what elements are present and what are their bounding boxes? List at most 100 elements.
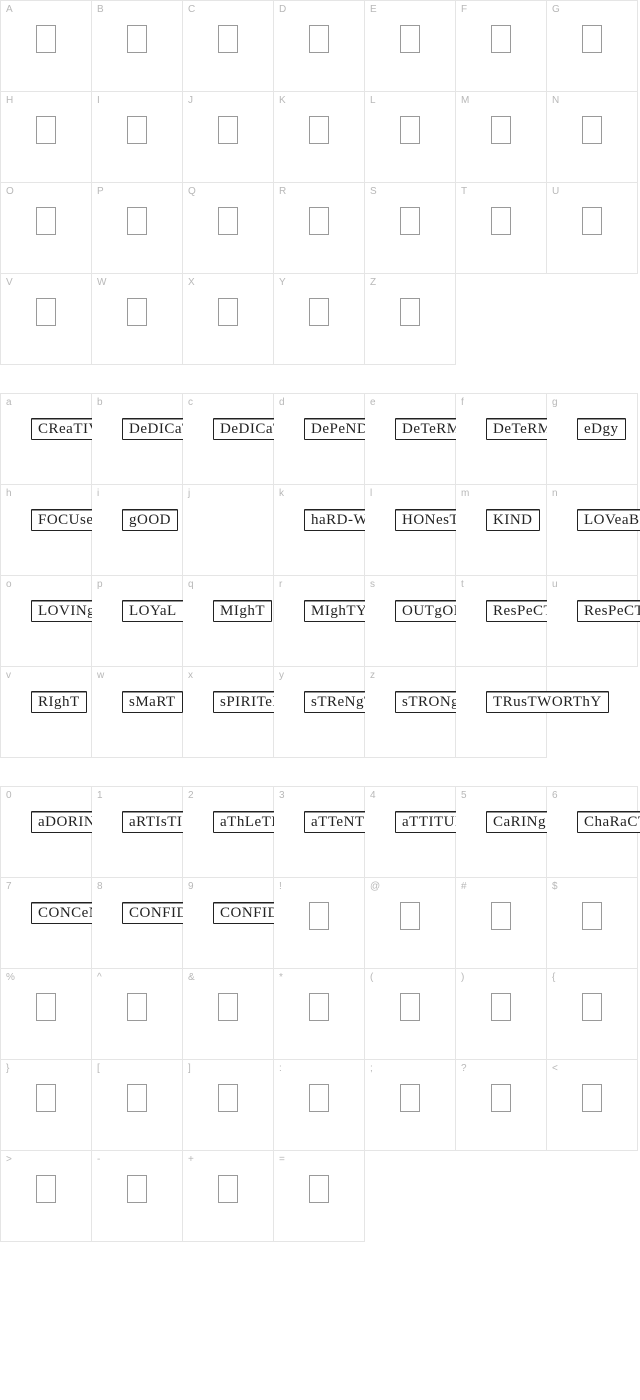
- charmap-cell[interactable]: H: [1, 92, 92, 183]
- charmap-cell[interactable]: 0aDORINg: [1, 787, 92, 878]
- charmap-cell[interactable]: A: [1, 1, 92, 92]
- charmap-cell[interactable]: 6ChaRaCTeR: [547, 787, 638, 878]
- charmap-cell[interactable]: V: [1, 274, 92, 365]
- charmap-cell[interactable]: $: [547, 878, 638, 969]
- charmap-cell[interactable]: =: [274, 1151, 365, 1242]
- charmap-cell[interactable]: W: [92, 274, 183, 365]
- charmap-cell[interactable]: 9CONFIDeNT: [183, 878, 274, 969]
- charmap-cell[interactable]: Z: [365, 274, 456, 365]
- charmap-cell[interactable]: TRusTWORThY: [456, 667, 547, 758]
- charmap-cell[interactable]: %: [1, 969, 92, 1060]
- charmap-cell[interactable]: R: [274, 183, 365, 274]
- charmap-cell[interactable]: zsTRONg: [365, 667, 456, 758]
- charmap-cell[interactable]: lHONesT: [365, 485, 456, 576]
- charmap-cell[interactable]: cDeDICaTION: [183, 394, 274, 485]
- charmap-cell[interactable]: Y: [274, 274, 365, 365]
- charmap-cell[interactable]: G: [547, 1, 638, 92]
- charmap-cell[interactable]: T: [456, 183, 547, 274]
- charmap-cell[interactable]: 7CONCeNTRaTION: [1, 878, 92, 969]
- charmap-cell[interactable]: bDeDICaTeD: [92, 394, 183, 485]
- charmap-cell[interactable]: ;: [365, 1060, 456, 1151]
- cell-label: d: [279, 397, 285, 408]
- glyph-word: LOVeaBLe: [577, 509, 640, 531]
- charmap-cell[interactable]: !: [274, 878, 365, 969]
- charmap-cell[interactable]: M: [456, 92, 547, 183]
- charmap-cell[interactable]: :: [274, 1060, 365, 1151]
- charmap-cell[interactable]: j: [183, 485, 274, 576]
- charmap-cell[interactable]: geDgy: [547, 394, 638, 485]
- charmap-cell[interactable]: (: [365, 969, 456, 1060]
- missing-glyph-icon: [309, 1175, 329, 1203]
- charmap-cell[interactable]: ]: [183, 1060, 274, 1151]
- charmap-cell[interactable]: X: [183, 274, 274, 365]
- charmap-section-lowercase: aCReaTIVebDeDICaTeDcDeDICaTIONdDePeNDaBL…: [0, 393, 638, 758]
- cell-label: ): [461, 972, 464, 983]
- charmap-cell[interactable]: 2aThLeTIC: [183, 787, 274, 878]
- charmap-cell[interactable]: ): [456, 969, 547, 1060]
- cell-label: A: [6, 4, 13, 15]
- charmap-cell[interactable]: xsPIRITeD: [183, 667, 274, 758]
- cell-label: O: [6, 186, 14, 197]
- charmap-cell[interactable]: K: [274, 92, 365, 183]
- charmap-cell[interactable]: uResPeCTFUL: [547, 576, 638, 667]
- charmap-cell[interactable]: 1aRTIsTIC: [92, 787, 183, 878]
- charmap-cell[interactable]: ysTReNgTh: [274, 667, 365, 758]
- charmap-cell[interactable]: +: [183, 1151, 274, 1242]
- missing-glyph-icon: [36, 298, 56, 326]
- missing-glyph-icon: [491, 207, 511, 235]
- charmap-cell[interactable]: 3aTTeNTIVe: [274, 787, 365, 878]
- charmap-cell[interactable]: rMIghTY: [274, 576, 365, 667]
- charmap-cell[interactable]: 4aTTITUDe: [365, 787, 456, 878]
- charmap-cell[interactable]: nLOVeaBLe: [547, 485, 638, 576]
- cell-label: Y: [279, 277, 286, 288]
- charmap-cell[interactable]: aCReaTIVe: [1, 394, 92, 485]
- charmap-cell[interactable]: E: [365, 1, 456, 92]
- charmap-cell[interactable]: pLOYaL: [92, 576, 183, 667]
- charmap-cell[interactable]: [: [92, 1060, 183, 1151]
- charmap-cell[interactable]: 8CONFIDeNCe: [92, 878, 183, 969]
- charmap-cell[interactable]: {: [547, 969, 638, 1060]
- charmap-cell[interactable]: -: [92, 1151, 183, 1242]
- charmap-cell[interactable]: igOOD: [92, 485, 183, 576]
- charmap-cell[interactable]: J: [183, 92, 274, 183]
- charmap-cell[interactable]: }: [1, 1060, 92, 1151]
- charmap-cell[interactable]: mKIND: [456, 485, 547, 576]
- charmap-cell[interactable]: B: [92, 1, 183, 92]
- charmap-cell[interactable]: *: [274, 969, 365, 1060]
- charmap-cell[interactable]: I: [92, 92, 183, 183]
- glyph-word: CaRINg: [486, 811, 553, 833]
- charmap-cell[interactable]: 5CaRINg: [456, 787, 547, 878]
- charmap-cell[interactable]: C: [183, 1, 274, 92]
- charmap-cell[interactable]: U: [547, 183, 638, 274]
- charmap-cell[interactable]: #: [456, 878, 547, 969]
- charmap-cell[interactable]: fDeTeRMININg: [456, 394, 547, 485]
- charmap-cell[interactable]: O: [1, 183, 92, 274]
- charmap-cell[interactable]: sOUTgOINg: [365, 576, 456, 667]
- charmap-cell[interactable]: wsMaRT: [92, 667, 183, 758]
- charmap-cell[interactable]: oLOVINg: [1, 576, 92, 667]
- charmap-cell[interactable]: ^: [92, 969, 183, 1060]
- charmap-cell[interactable]: qMIghT: [183, 576, 274, 667]
- charmap-cell[interactable]: ?: [456, 1060, 547, 1151]
- charmap-cell[interactable]: @: [365, 878, 456, 969]
- charmap-cell[interactable]: vRIghT: [1, 667, 92, 758]
- charmap-cell[interactable]: Q: [183, 183, 274, 274]
- charmap-cell[interactable]: khaRD-WORKINg: [274, 485, 365, 576]
- charmap-section-uppercase: A BCDEFG HIJKLMN O PQRSTU VWXY Z: [0, 0, 638, 365]
- charmap-cell[interactable]: dDePeNDaBLe: [274, 394, 365, 485]
- missing-glyph-icon: [309, 116, 329, 144]
- charmap-cell[interactable]: N: [547, 92, 638, 183]
- charmap-cell[interactable]: <: [547, 1060, 638, 1151]
- charmap-cell[interactable]: S: [365, 183, 456, 274]
- charmap-cell[interactable]: P: [92, 183, 183, 274]
- glyph-word: eDgy: [577, 418, 626, 440]
- charmap-cell[interactable]: F: [456, 1, 547, 92]
- charmap-cell[interactable]: &: [183, 969, 274, 1060]
- charmap-cell[interactable]: D: [274, 1, 365, 92]
- missing-glyph-icon: [127, 207, 147, 235]
- charmap-cell[interactable]: hFOCUseD: [1, 485, 92, 576]
- charmap-cell[interactable]: tResPeCT: [456, 576, 547, 667]
- charmap-cell[interactable]: L: [365, 92, 456, 183]
- charmap-cell[interactable]: eDeTeRMINeD: [365, 394, 456, 485]
- charmap-cell[interactable]: >: [1, 1151, 92, 1242]
